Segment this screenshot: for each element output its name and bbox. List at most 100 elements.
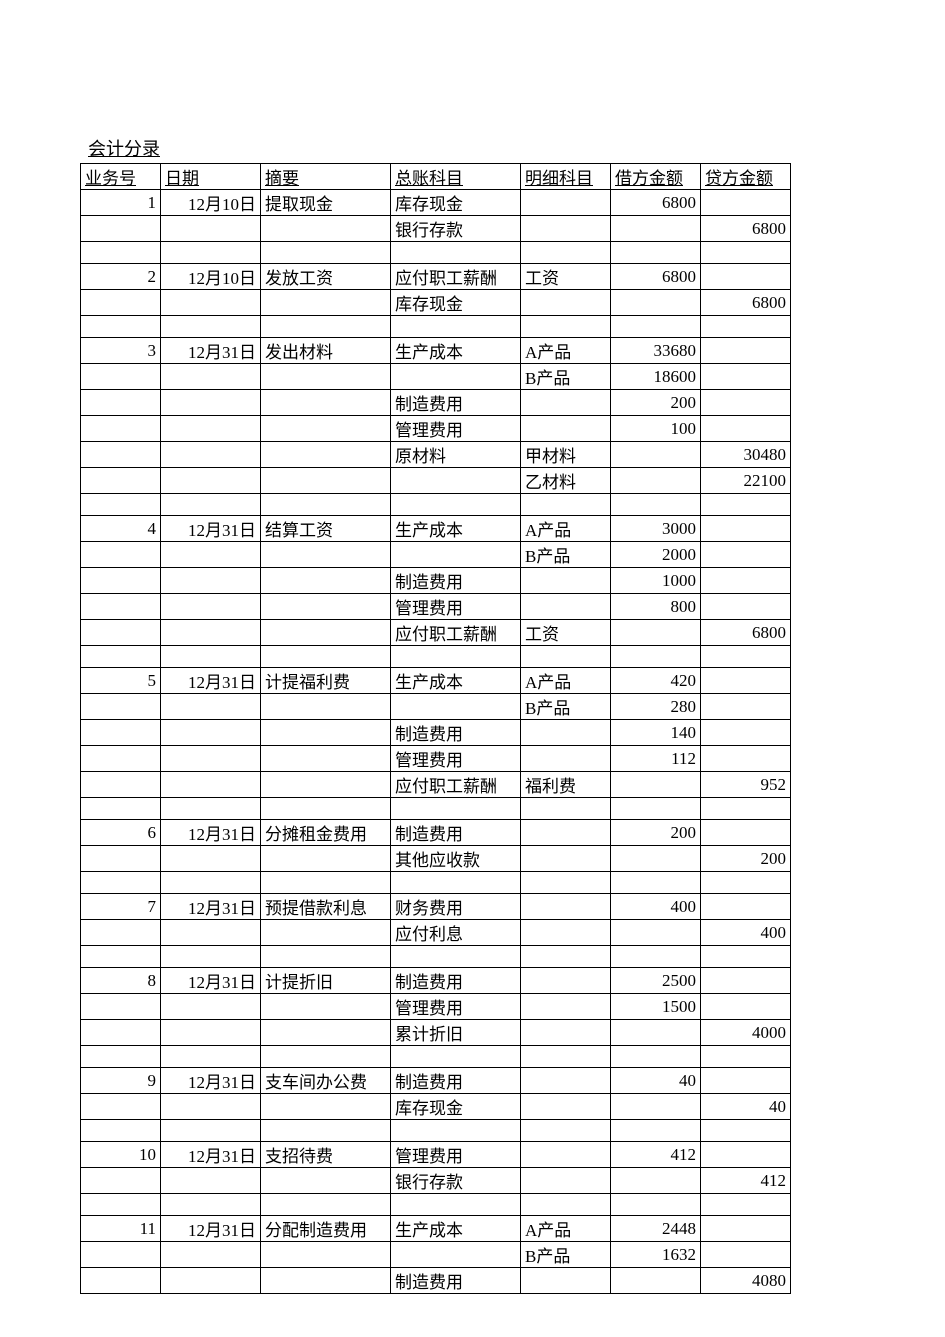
cell-sub — [521, 798, 611, 820]
cell-sub — [521, 1020, 611, 1046]
col-header-gl: 总账科目 — [391, 164, 521, 190]
table-row — [81, 316, 791, 338]
cell-gl: 制造费用 — [391, 1268, 521, 1294]
cell-debit: 800 — [611, 594, 701, 620]
table-row: 412月31日结算工资生产成本A产品3000 — [81, 516, 791, 542]
cell-summary — [261, 620, 391, 646]
cell-id: 1 — [81, 190, 161, 216]
cell-sub — [521, 720, 611, 746]
cell-id: 9 — [81, 1068, 161, 1094]
cell-sub: A产品 — [521, 338, 611, 364]
cell-id — [81, 620, 161, 646]
cell-credit: 412 — [701, 1168, 791, 1194]
cell-summary: 分摊租金费用 — [261, 820, 391, 846]
cell-id — [81, 1194, 161, 1216]
cell-sub: B产品 — [521, 1242, 611, 1268]
table-row — [81, 494, 791, 516]
table-row: 1012月31日支招待费管理费用412 — [81, 1142, 791, 1168]
cell-sub: 工资 — [521, 620, 611, 646]
cell-id — [81, 494, 161, 516]
cell-debit — [611, 646, 701, 668]
cell-credit — [701, 1194, 791, 1216]
table-row: 应付利息400 — [81, 920, 791, 946]
table-row: 212月10日发放工资应付职工薪酬工资6800 — [81, 264, 791, 290]
cell-credit — [701, 264, 791, 290]
cell-credit — [701, 968, 791, 994]
cell-id — [81, 772, 161, 798]
cell-id — [81, 1120, 161, 1142]
page-title: 会计分录 — [80, 135, 865, 161]
cell-id — [81, 694, 161, 720]
cell-id — [81, 846, 161, 872]
cell-summary: 支车间办公费 — [261, 1068, 391, 1094]
cell-debit — [611, 1120, 701, 1142]
cell-credit — [701, 316, 791, 338]
cell-debit: 3000 — [611, 516, 701, 542]
cell-id: 7 — [81, 894, 161, 920]
cell-date: 12月10日 — [161, 264, 261, 290]
cell-summary — [261, 1242, 391, 1268]
cell-credit — [701, 1216, 791, 1242]
cell-gl — [391, 872, 521, 894]
cell-gl — [391, 694, 521, 720]
cell-date — [161, 1194, 261, 1216]
cell-id — [81, 568, 161, 594]
cell-gl: 库存现金 — [391, 1094, 521, 1120]
cell-credit: 952 — [701, 772, 791, 798]
cell-gl: 管理费用 — [391, 1142, 521, 1168]
cell-id — [81, 1242, 161, 1268]
cell-date — [161, 1268, 261, 1294]
cell-sub — [521, 994, 611, 1020]
cell-date — [161, 416, 261, 442]
cell-date: 12月31日 — [161, 516, 261, 542]
cell-debit — [611, 920, 701, 946]
col-header-sub: 明细科目 — [521, 164, 611, 190]
table-row: B产品2000 — [81, 542, 791, 568]
cell-date — [161, 846, 261, 872]
cell-gl: 财务费用 — [391, 894, 521, 920]
cell-date: 12月31日 — [161, 668, 261, 694]
cell-credit — [701, 1242, 791, 1268]
cell-gl — [391, 1046, 521, 1068]
cell-summary: 支招待费 — [261, 1142, 391, 1168]
cell-date — [161, 1094, 261, 1120]
cell-gl: 应付职工薪酬 — [391, 620, 521, 646]
table-row: 制造费用140 — [81, 720, 791, 746]
cell-id — [81, 316, 161, 338]
cell-sub — [521, 1046, 611, 1068]
cell-date — [161, 1242, 261, 1268]
cell-credit — [701, 1068, 791, 1094]
cell-summary: 结算工资 — [261, 516, 391, 542]
table-row — [81, 242, 791, 264]
table-row: 312月31日发出材料生产成本A产品33680 — [81, 338, 791, 364]
cell-summary — [261, 594, 391, 620]
cell-summary — [261, 946, 391, 968]
cell-sub: A产品 — [521, 516, 611, 542]
cell-sub: A产品 — [521, 1216, 611, 1242]
cell-gl — [391, 1120, 521, 1142]
cell-gl: 制造费用 — [391, 720, 521, 746]
cell-sub — [521, 190, 611, 216]
cell-id — [81, 390, 161, 416]
cell-credit: 6800 — [701, 290, 791, 316]
cell-id — [81, 746, 161, 772]
cell-gl: 制造费用 — [391, 390, 521, 416]
cell-credit: 6800 — [701, 620, 791, 646]
cell-sub — [521, 746, 611, 772]
cell-gl: 生产成本 — [391, 668, 521, 694]
cell-credit — [701, 872, 791, 894]
cell-date — [161, 216, 261, 242]
table-row — [81, 872, 791, 894]
cell-debit — [611, 290, 701, 316]
cell-debit — [611, 316, 701, 338]
cell-debit — [611, 798, 701, 820]
cell-sub: 甲材料 — [521, 442, 611, 468]
cell-date — [161, 594, 261, 620]
cell-sub — [521, 920, 611, 946]
cell-date — [161, 316, 261, 338]
cell-gl — [391, 242, 521, 264]
cell-credit — [701, 390, 791, 416]
cell-credit — [701, 1142, 791, 1168]
cell-summary — [261, 1168, 391, 1194]
cell-gl: 其他应收款 — [391, 846, 521, 872]
